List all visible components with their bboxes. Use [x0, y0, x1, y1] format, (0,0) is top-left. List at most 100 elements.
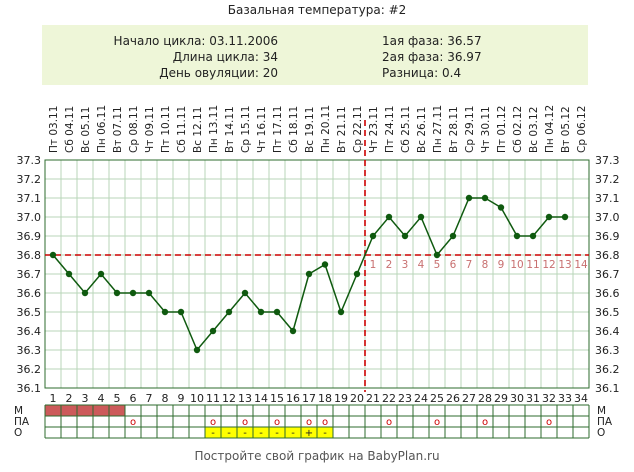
date-label: Сб 11.11: [176, 106, 188, 153]
y-tick-label-left: 36.5: [17, 306, 42, 319]
pa-mark-symbol: о: [242, 417, 248, 428]
day-number-label: 4: [98, 392, 105, 405]
row-label-right: М: [597, 405, 606, 417]
pa-mark-symbol: о: [322, 417, 328, 428]
temperature-point: [513, 232, 521, 240]
day-number-axis: 1 2 3 4 5 6 7 8 9 10 11 12 13 14 15 16 17 18 19 20 21 22 23 24 2…: [50, 392, 589, 405]
temperature-series: [49, 194, 569, 354]
date-label: Вс 03.12: [528, 107, 540, 153]
y-axis-left: 37.3 37.2 37.1 37.0 36.9 36.8 36.7 36.6 36.5 36.4…: [17, 154, 42, 395]
temperature-point: [193, 346, 201, 354]
phase2-day-label: 11: [526, 259, 539, 271]
o-mark-symbol: -: [211, 428, 215, 439]
menstruation-cell: [93, 405, 109, 416]
phase2-day-label: 12: [542, 259, 555, 271]
o-mark-cell: [221, 427, 237, 438]
plot-frame: [44, 159, 590, 389]
day-number-label: 5: [114, 392, 121, 405]
phase2-day-label: 13: [558, 259, 571, 271]
day-number-label: 1: [50, 392, 57, 405]
day-number-label: 31: [526, 392, 540, 405]
temperature-point: [561, 213, 569, 221]
day-number-label: 34: [574, 392, 588, 405]
o-mark-cell: [301, 427, 317, 438]
day-number-label: 30: [510, 392, 524, 405]
ovulation-day-text: День овуляции: 20: [159, 66, 278, 80]
menstruation-cell: [61, 405, 77, 416]
y-tick-label-left: 36.9: [17, 230, 42, 243]
temperature-point: [529, 232, 537, 240]
phase2-day-labels: 1 2 3 4 5 6 7 8 9 10 11 12 13 14: [370, 259, 588, 271]
phase2-day-label: 3: [402, 259, 409, 271]
day-number-label: 26: [446, 392, 460, 405]
day-number-label: 22: [382, 392, 396, 405]
day-number-label: 11: [206, 392, 220, 405]
y-tick-label-right: 36.3: [595, 344, 620, 357]
date-label: Чт 30.11: [480, 106, 492, 153]
date-label: Сб 18.11: [288, 106, 300, 153]
y-tick-label-left: 36.3: [17, 344, 42, 357]
day-number-label: 24: [414, 392, 428, 405]
day-number-label: 18: [318, 392, 332, 405]
y-tick-label-left: 36.1: [17, 382, 42, 395]
day-number-label: 21: [366, 392, 380, 405]
pa-mark-symbol: о: [434, 417, 440, 428]
day-number-label: 10: [190, 392, 204, 405]
date-label: Чт 23.11: [368, 106, 380, 153]
day-number-label: 33: [558, 392, 572, 405]
temperature-point: [273, 308, 281, 316]
date-label: Сб 25.11: [400, 106, 412, 153]
day-number-label: 28: [478, 392, 492, 405]
o-mark-cell: [285, 427, 301, 438]
menstruation-cell: [77, 405, 93, 416]
temperature-point: [401, 232, 409, 240]
y-tick-label-right: 37.0: [595, 211, 620, 224]
day-number-label: 8: [162, 392, 169, 405]
cycle-start-text: Начало цикла: 03.11.2006: [113, 34, 278, 48]
pa-mark-symbol: о: [274, 417, 280, 428]
difference-text: Разница: 0.4: [382, 66, 462, 80]
temperature-point: [257, 308, 265, 316]
y-tick-label-left: 36.2: [17, 363, 42, 376]
date-label: Пт 03.11: [48, 106, 60, 153]
date-label: Вт 28.11: [448, 106, 460, 153]
y-tick-label-left: 36.6: [17, 287, 42, 300]
date-label: Вс 26.11: [416, 107, 428, 153]
date-axis: Пт 03.11 Сб 04.11 Вс 05.11 Пн 06.11 Вт 07.11…: [48, 105, 588, 153]
y-tick-label-left: 37.2: [17, 173, 42, 186]
phase2-day-label: 1: [370, 259, 377, 271]
o-mark-cell: [237, 427, 253, 438]
date-label: Вс 19.11: [304, 107, 316, 153]
phase2-day-label: 14: [574, 259, 588, 271]
footer-link-text[interactable]: Постройте свой график на BabyPlan.ru: [194, 449, 440, 463]
day-number-label: 17: [302, 392, 316, 405]
date-label: Сб 02.12: [512, 106, 524, 153]
date-label: Вт 21.11: [336, 106, 348, 153]
pa-mark-symbol: о: [306, 417, 312, 428]
temperature-point: [369, 232, 377, 240]
o-mark-symbol: -: [227, 428, 231, 439]
temperature-point: [337, 308, 345, 316]
o-mark-symbol: +: [305, 428, 313, 439]
temperature-point: [497, 204, 505, 211]
y-tick-label-left: 37.0: [17, 211, 42, 224]
temperature-point: [161, 308, 169, 316]
row-label-right: О: [597, 427, 605, 439]
temperature-point: [417, 213, 425, 221]
date-label: Пт 17.11: [272, 106, 284, 153]
phase1-text: 1ая фаза: 36.57: [382, 34, 482, 48]
y-tick-label-right: 36.8: [595, 249, 620, 262]
marker-rows: М МПА ПАО О- - - - - - + -о о о о о о о о о о: [14, 404, 613, 439]
temperature-point: [385, 213, 393, 221]
row-label-left: ПА: [14, 416, 30, 428]
date-label: Ср 22.11: [352, 106, 364, 153]
day-number-label: 13: [238, 392, 252, 405]
date-label: Чт 16.11: [256, 106, 268, 153]
row-label-right: ПА: [597, 416, 613, 428]
temperature-point: [81, 289, 89, 297]
day-number-label: 19: [334, 392, 348, 405]
date-label: Пн 06.11: [96, 105, 108, 153]
o-mark-symbol: -: [291, 428, 295, 439]
